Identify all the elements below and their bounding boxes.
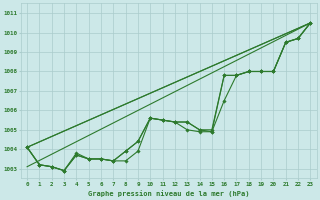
- X-axis label: Graphe pression niveau de la mer (hPa): Graphe pression niveau de la mer (hPa): [88, 190, 250, 197]
